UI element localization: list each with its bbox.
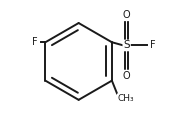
Text: S: S	[123, 40, 130, 50]
Text: F: F	[150, 40, 155, 50]
Text: F: F	[32, 37, 38, 47]
Text: O: O	[123, 10, 130, 20]
Text: CH₃: CH₃	[118, 94, 134, 103]
Text: O: O	[123, 71, 130, 81]
